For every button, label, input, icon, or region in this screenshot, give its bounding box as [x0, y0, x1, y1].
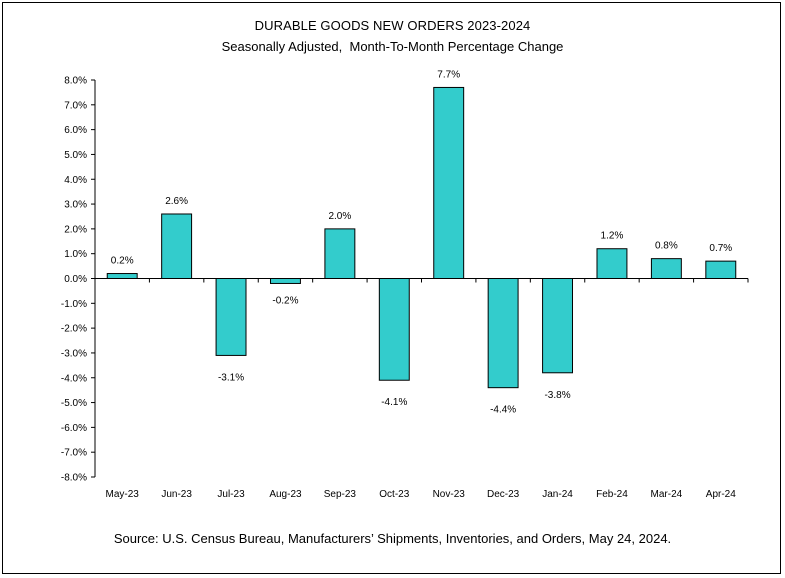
y-tick-label: 0.0% — [64, 274, 87, 285]
data-label: -0.2% — [272, 295, 298, 306]
bar — [433, 86, 465, 279]
data-label: 2.6% — [165, 196, 188, 207]
x-tick-label: Feb-24 — [596, 489, 628, 500]
x-tick-label: Jul-23 — [217, 489, 245, 500]
y-tick-label: 5.0% — [64, 150, 87, 161]
y-tick-label: 2.0% — [64, 224, 87, 235]
chart-subtitle: Seasonally Adjusted, Month-To-Month Perc… — [221, 39, 564, 54]
x-tick-label: Jun-23 — [161, 489, 192, 500]
data-label: 0.2% — [111, 256, 134, 267]
bar — [650, 258, 682, 279]
bar — [106, 273, 138, 280]
bar — [705, 260, 737, 280]
chart-title: DURABLE GOODS NEW ORDERS 2023-2024 — [254, 18, 531, 33]
data-label: 0.8% — [655, 241, 678, 252]
x-tick-label: Jan-24 — [542, 489, 573, 500]
y-tick-label: -7.0% — [61, 448, 87, 459]
y-tick-label: -2.0% — [61, 324, 87, 335]
data-label: 7.7% — [437, 69, 460, 80]
bar — [269, 278, 301, 284]
y-tick-label: 3.0% — [64, 200, 87, 211]
data-label: 0.7% — [709, 243, 732, 254]
y-tick-label: -6.0% — [61, 423, 87, 434]
bar — [487, 278, 519, 389]
bar — [378, 278, 410, 381]
y-tick-label: -8.0% — [61, 473, 87, 484]
y-tick-label: -5.0% — [61, 398, 87, 409]
bar — [542, 278, 574, 374]
y-tick-label: 1.0% — [64, 249, 87, 260]
x-tick-label: Mar-24 — [651, 489, 683, 500]
data-label: -3.1% — [218, 372, 244, 383]
data-label: -4.4% — [490, 405, 516, 416]
y-tick-label: 6.0% — [64, 125, 87, 136]
bar — [324, 228, 356, 279]
x-tick-label: Dec-23 — [487, 489, 520, 500]
bar — [215, 278, 247, 356]
y-tick-label: 8.0% — [64, 76, 87, 87]
y-tick-label: -1.0% — [61, 299, 87, 310]
data-label: -4.1% — [381, 397, 407, 408]
y-tick-label: 4.0% — [64, 175, 87, 186]
bar — [596, 248, 628, 280]
x-tick-label: May-23 — [106, 489, 140, 500]
x-tick-label: Aug-23 — [269, 489, 302, 500]
x-tick-label: Oct-23 — [379, 489, 409, 500]
y-tick-label: -4.0% — [61, 373, 87, 384]
y-tick-label: -3.0% — [61, 348, 87, 359]
y-tick-label: 7.0% — [64, 100, 87, 111]
data-label: 2.0% — [328, 211, 351, 222]
bar — [161, 213, 193, 279]
source-note: Source: U.S. Census Bureau, Manufacturer… — [113, 531, 672, 546]
data-label: -3.8% — [544, 390, 570, 401]
x-tick-label: Sep-23 — [324, 489, 357, 500]
data-label: 1.2% — [601, 231, 624, 242]
x-tick-label: Apr-24 — [706, 489, 736, 500]
x-tick-label: Nov-23 — [433, 489, 466, 500]
